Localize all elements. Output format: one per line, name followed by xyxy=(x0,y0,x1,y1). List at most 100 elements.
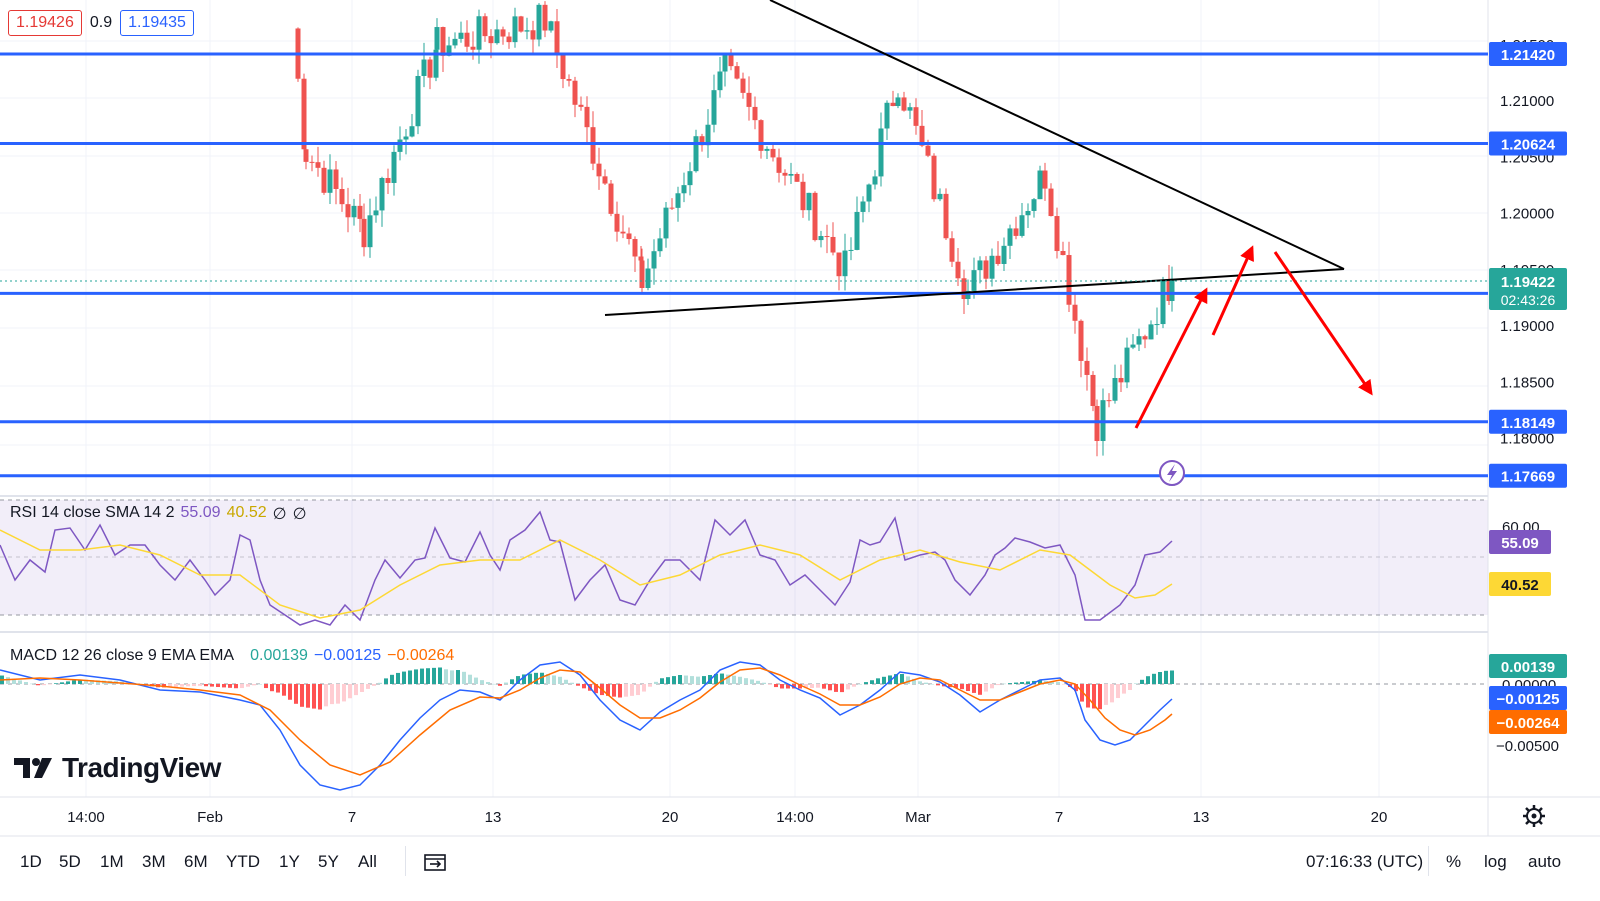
bid-price[interactable]: 1.19426 xyxy=(8,10,82,36)
candle-body xyxy=(415,75,421,127)
candle-body xyxy=(403,136,409,140)
svg-text:−0.00125: −0.00125 xyxy=(1497,691,1560,708)
macd-hist-bar xyxy=(1158,672,1162,684)
descending-trendline[interactable] xyxy=(769,0,1345,270)
macd-hist-bar xyxy=(564,679,568,684)
candle-body xyxy=(482,16,488,37)
candle-body xyxy=(711,90,717,125)
lightning-icon[interactable] xyxy=(1159,460,1185,486)
candle-body xyxy=(391,151,397,183)
candle-body xyxy=(705,124,711,146)
macd-hist-bar xyxy=(480,680,484,684)
price-axis[interactable]: 1.215001.210001.205001.200001.195001.190… xyxy=(1500,37,1554,448)
macd-hist-bar xyxy=(750,679,754,684)
levels[interactable] xyxy=(0,52,1488,478)
candle-body xyxy=(1078,320,1084,361)
macd-hist-bar xyxy=(870,680,874,684)
macd-hist-bar xyxy=(990,684,994,689)
candle-body xyxy=(1001,245,1007,264)
candle-body xyxy=(764,148,770,151)
candle-body xyxy=(717,71,723,91)
candle-body xyxy=(1007,228,1013,246)
candle-body xyxy=(357,205,363,219)
candle-body xyxy=(728,54,734,67)
candle-body xyxy=(848,249,854,251)
macd-hist-bar xyxy=(1098,684,1102,710)
candle-body xyxy=(361,218,367,248)
macd-hist-bar xyxy=(270,684,274,692)
macd-hist-bar xyxy=(690,676,694,684)
macd-hist-bar xyxy=(912,678,916,684)
candle-body xyxy=(1154,324,1160,326)
macd-hist-bar xyxy=(630,684,634,696)
macd-hist-bar xyxy=(738,676,742,684)
rsi-sma-line xyxy=(0,529,1173,619)
rsi-legend-label: RSI 14 close SMA 14 2 xyxy=(10,504,175,521)
macd-hist-bar xyxy=(264,684,268,689)
macd-hist-bar xyxy=(246,684,250,687)
timeframe-6m[interactable]: 6M xyxy=(184,852,208,871)
timeframe-5d[interactable]: 5D xyxy=(59,852,81,871)
projection-arrow-up-1[interactable] xyxy=(1134,287,1208,429)
candle-body xyxy=(536,4,542,40)
candle-body xyxy=(752,106,758,121)
candle-body xyxy=(440,27,446,56)
tradingview-logo[interactable]: TradingView xyxy=(14,752,221,784)
macd-hist-bar xyxy=(582,684,586,689)
rsi-legend[interactable]: RSI 14 close SMA 14 2 55.09 40.52 ∅ ∅ xyxy=(10,504,307,524)
macd-hist-bar xyxy=(756,680,760,684)
candle-body xyxy=(651,251,657,269)
timeframe-1d[interactable]: 1D xyxy=(20,852,42,871)
log-toggle[interactable]: log xyxy=(1484,852,1507,871)
macd-hist-bar xyxy=(282,684,286,696)
macd-hist-bar xyxy=(816,684,820,688)
gear-icon[interactable] xyxy=(1523,805,1545,827)
candle-body xyxy=(566,79,572,81)
auto-toggle[interactable]: auto xyxy=(1528,852,1562,871)
macd-hist-bar xyxy=(1140,679,1144,684)
timeframe-3m[interactable]: 3M xyxy=(142,852,166,871)
candle-body xyxy=(669,207,675,209)
projection-arrow-down[interactable] xyxy=(1273,251,1373,396)
countdown-label: 02:43:26 xyxy=(1501,292,1556,308)
projection-arrow-up-2[interactable] xyxy=(1211,245,1254,336)
price-axis-tick: 1.18500 xyxy=(1500,374,1554,391)
candle-body xyxy=(620,231,626,234)
toolbar-divider xyxy=(1428,846,1429,876)
timeframe-1m[interactable]: 1M xyxy=(100,852,124,871)
time-axis-tick: 7 xyxy=(1055,809,1063,826)
macd-hist-bar xyxy=(330,684,334,705)
macd-legend[interactable]: MACD 12 26 close 9 EMA EMA 0.00139 −0.00… xyxy=(10,647,454,665)
macd-hist-bar xyxy=(1116,684,1120,699)
timeframe-1y[interactable]: 1Y xyxy=(279,852,300,871)
compare-calendar-icon[interactable] xyxy=(424,852,448,872)
macd-hist-bar xyxy=(540,672,544,684)
macd-hist-bar xyxy=(1134,683,1138,684)
ask-price[interactable]: 1.19435 xyxy=(120,10,194,36)
candle-body xyxy=(1031,199,1037,211)
candle-body xyxy=(421,59,427,76)
timeframe-ytd[interactable]: YTD xyxy=(226,852,260,871)
time-axis-tick: 14:00 xyxy=(776,809,814,826)
time-readout[interactable]: 07:16:33 (UTC) xyxy=(1306,852,1424,871)
timeframe-5y[interactable]: 5Y xyxy=(318,852,339,871)
candle-body xyxy=(746,92,752,107)
tradingview-logo-icon xyxy=(14,758,52,778)
candle-body xyxy=(345,204,351,218)
macd-hist-bar xyxy=(900,674,904,684)
candle-body xyxy=(693,136,699,172)
level-tag: 1.21420 xyxy=(1489,41,1567,66)
macd-line xyxy=(0,661,1173,791)
ascending-trendline[interactable] xyxy=(604,268,1345,316)
percent-toggle[interactable]: % xyxy=(1446,852,1462,871)
candle-body xyxy=(554,21,560,54)
time-axis-tick: 7 xyxy=(348,809,356,826)
timeframe-all[interactable]: All xyxy=(358,852,377,871)
candle-body xyxy=(530,30,536,40)
candle-body xyxy=(657,238,663,252)
macd-hist-bar xyxy=(960,684,964,690)
candle-body xyxy=(943,193,949,239)
macd-hist-bar xyxy=(498,684,502,686)
time-axis[interactable]: 14:00 Feb 7 13 20 14:00 Mar 7 13 20 xyxy=(67,809,1387,826)
